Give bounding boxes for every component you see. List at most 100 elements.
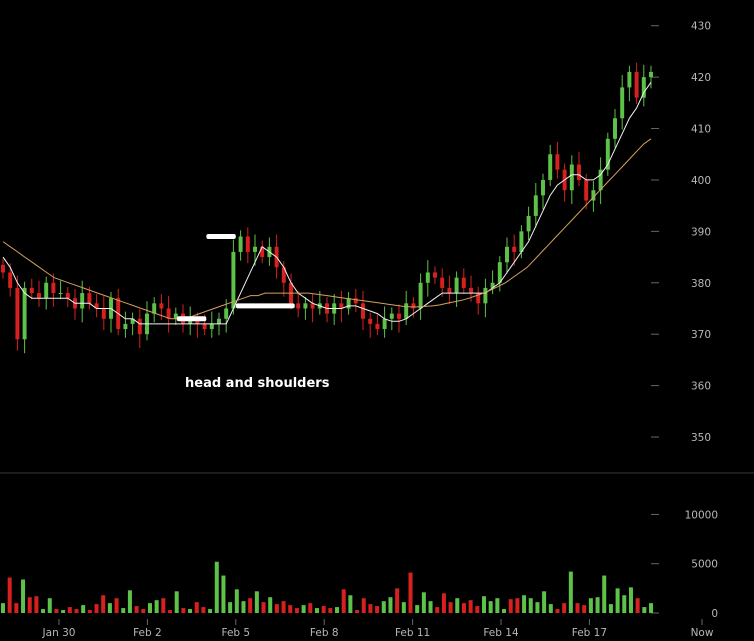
volume-bar — [582, 605, 587, 613]
volume-bar — [495, 598, 500, 613]
volume-bar — [508, 599, 513, 613]
price-tick-label: 400 — [691, 175, 711, 187]
x-tick-label: Now — [691, 627, 714, 639]
volume-bar — [147, 603, 152, 613]
candle-body — [397, 313, 401, 319]
volume-bar — [575, 603, 580, 613]
volume-bar — [274, 604, 279, 613]
candle-body — [368, 318, 373, 324]
volume-bar — [475, 606, 480, 613]
candle-body — [476, 293, 481, 304]
x-axis: Jan 30 Feb 2 Feb 5 Feb 8 Feb 11 Feb 14 Feb 17 N… — [42, 619, 714, 639]
volume-bar — [87, 610, 92, 613]
candle-body — [361, 303, 365, 319]
candle-body — [217, 318, 221, 324]
volume-bar — [27, 597, 32, 613]
volume-bar — [181, 608, 186, 613]
volume-bar — [588, 598, 593, 613]
volume-tick-label: 5000 — [691, 559, 718, 571]
candle-body — [339, 303, 344, 309]
volume-bar — [401, 602, 406, 613]
volume-bar — [268, 597, 273, 613]
candle-body — [173, 313, 178, 319]
candle-body — [375, 323, 380, 330]
candle-body — [447, 287, 452, 294]
candle-body — [541, 179, 545, 196]
candle-body — [15, 287, 20, 340]
volume-bar — [568, 571, 573, 613]
candle-body — [195, 318, 200, 324]
candle-body — [641, 77, 646, 98]
volume-bar — [448, 602, 453, 613]
candle-body — [440, 277, 445, 288]
candle-body — [526, 215, 531, 232]
volume-bar — [368, 604, 373, 613]
volume-bar — [34, 596, 39, 613]
volume-bar — [421, 592, 426, 613]
x-tick-label: Feb 14 — [483, 627, 519, 639]
candle-body — [123, 323, 128, 330]
volume-bar — [101, 595, 106, 613]
volume-bar — [488, 601, 493, 613]
candle-body — [505, 246, 509, 263]
candle-body — [605, 138, 610, 170]
volume-bar — [408, 572, 413, 613]
candle-body — [433, 272, 437, 278]
volume-bar — [194, 602, 199, 613]
candle-body — [382, 318, 387, 330]
volume-bar — [642, 607, 647, 613]
volume-bar — [415, 605, 420, 613]
candle-body — [260, 246, 265, 258]
x-tick-label: Feb 11 — [395, 627, 430, 639]
volume-bar — [134, 606, 139, 613]
x-tick-label: Feb 17 — [572, 627, 607, 639]
volume-bar — [234, 589, 239, 613]
candle-body — [281, 267, 286, 283]
volume-bar — [154, 600, 159, 613]
candle-body — [101, 308, 106, 319]
volume-bar — [608, 604, 613, 613]
x-tick-label: Feb 8 — [310, 627, 339, 639]
volume-bar — [428, 601, 433, 613]
volume-bar — [441, 593, 446, 613]
candle-body — [51, 282, 56, 294]
candle-body — [296, 303, 301, 309]
head-and-shoulders-annotation: head and shoulders — [185, 376, 330, 391]
volume-bar — [361, 598, 366, 613]
candle-body — [598, 169, 603, 191]
volume-bar — [622, 595, 627, 613]
candle-body — [22, 287, 27, 340]
candle-body — [461, 277, 466, 288]
volume-bar — [61, 610, 66, 613]
volume-bar — [355, 610, 360, 613]
candle-body — [519, 231, 524, 252]
candle-body — [591, 190, 596, 201]
candle-body — [224, 308, 229, 319]
candle-body — [512, 246, 517, 252]
candle-body — [404, 303, 409, 319]
volume-bar — [214, 561, 219, 613]
volume-bar — [168, 610, 173, 613]
candle-body — [490, 282, 495, 288]
candle-body — [231, 251, 236, 309]
volume-bar — [14, 603, 19, 613]
volume-bar — [161, 598, 166, 613]
candle-body — [253, 246, 257, 252]
candle-body — [94, 303, 99, 309]
candle-body — [44, 282, 49, 299]
volume-bar — [481, 596, 486, 613]
candle-body — [29, 287, 34, 294]
volume-bar — [595, 597, 600, 613]
candle-body — [37, 293, 41, 299]
pattern-level-right-shoulder — [235, 303, 295, 309]
price-tick-label: 430 — [691, 21, 711, 33]
volume-bar — [461, 603, 466, 613]
volume-bar — [81, 605, 86, 613]
volume-bar — [335, 607, 340, 613]
volume-bar — [348, 595, 353, 613]
candle-body — [209, 323, 214, 330]
volume-bar — [221, 575, 226, 613]
volume-bar — [308, 603, 313, 613]
candle-body — [87, 293, 92, 304]
candle-body — [577, 164, 581, 180]
